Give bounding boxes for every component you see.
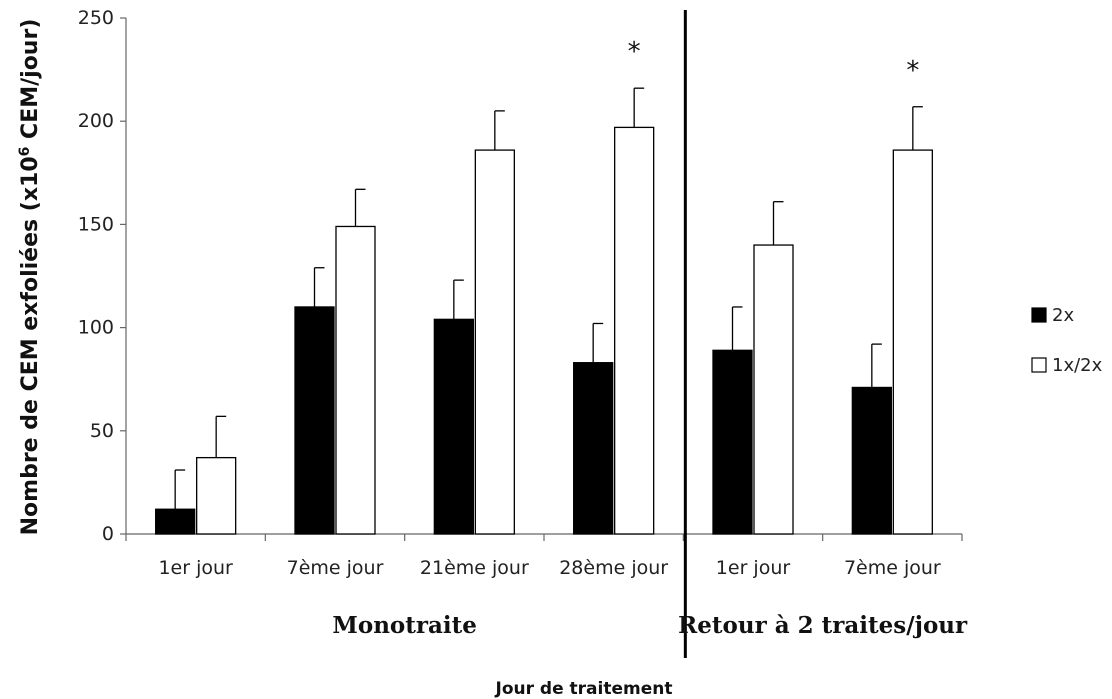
legend: 2x 1x/2x	[1031, 305, 1103, 376]
group-labels: Monotraite Retour à 2 traites/jour	[332, 10, 968, 658]
y-axis-ticks: 0 50 100 150 200 250	[78, 7, 126, 545]
significance-marker: *	[628, 37, 641, 67]
y-tick-label: 50	[90, 420, 114, 442]
bar-2x	[712, 349, 753, 535]
bar-2x	[851, 386, 892, 535]
x-tick-label: 7ème jour	[844, 557, 941, 579]
bar-1x-2x	[614, 126, 655, 535]
legend-label: 2x	[1052, 305, 1074, 326]
bar-1x-2x	[753, 244, 794, 535]
group-label: Retour à 2 traites/jour	[678, 612, 968, 639]
x-tick-label: 1er jour	[158, 557, 233, 579]
bar-2x	[573, 362, 614, 535]
bar-2x	[155, 508, 196, 535]
bar-1x-2x	[474, 149, 515, 535]
group-label: Monotraite	[332, 612, 477, 639]
y-tick-label: 100	[78, 317, 114, 339]
y-axis-label: Nombre de CEM exfoliées (x106 CEM/jour)	[17, 19, 43, 536]
bar-1x-2x	[335, 225, 376, 535]
y-tick-label: 200	[78, 110, 114, 132]
x-tick-label: 1er jour	[716, 557, 791, 579]
x-tick-label: 21ème jour	[420, 557, 529, 579]
bar-2x	[433, 318, 474, 535]
y-tick-label: 150	[78, 213, 114, 235]
bar-1x-2x	[196, 456, 237, 535]
y-tick-label: 250	[78, 7, 114, 29]
bars: **	[155, 37, 933, 535]
bar-2x	[294, 306, 335, 535]
y-tick-label: 0	[102, 523, 114, 545]
legend-swatch	[1031, 357, 1047, 373]
significance-marker: *	[906, 56, 919, 86]
bar-1x-2x	[892, 149, 933, 535]
legend-swatch	[1031, 307, 1047, 323]
legend-label: 1x/2x	[1052, 355, 1103, 376]
x-tick-label: 7ème jour	[287, 557, 384, 579]
x-axis-ticks: 1er jour 7ème jour 21ème jour 28ème jour 1er…	[125, 534, 963, 579]
axes	[125, 18, 962, 535]
x-axis-label: Jour de traitement	[495, 679, 673, 699]
x-tick-label: 28ème jour	[559, 557, 668, 579]
